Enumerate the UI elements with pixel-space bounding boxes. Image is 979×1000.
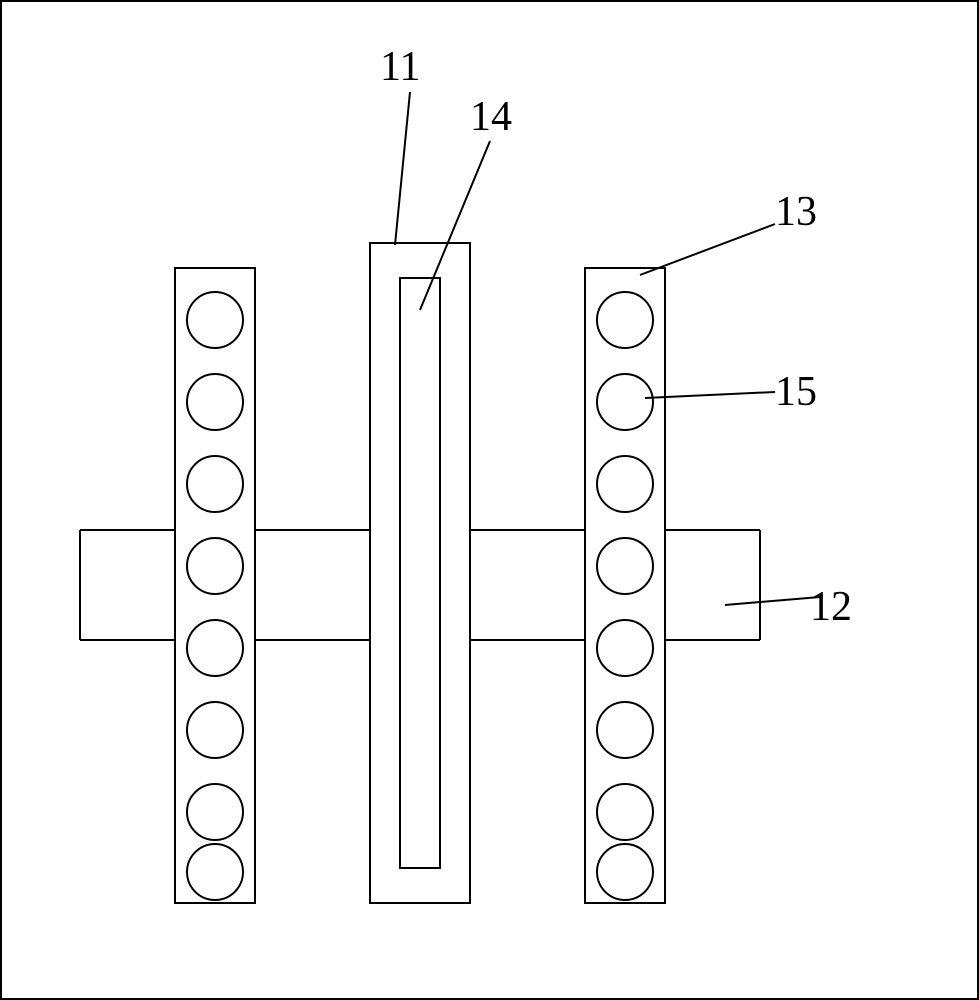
- diagram-canvas: 11 14 13 15 12: [0, 0, 979, 1000]
- middle-inner-bar: [400, 278, 440, 868]
- label-13: 13: [775, 189, 817, 235]
- label-15: 15: [775, 369, 817, 415]
- label-12: 12: [810, 584, 852, 630]
- label-11: 11: [380, 44, 420, 90]
- outer-border: [1, 1, 978, 999]
- label-14: 14: [470, 94, 512, 140]
- leader-12: [725, 597, 820, 605]
- leader-11: [395, 92, 410, 245]
- leader-13: [640, 224, 775, 275]
